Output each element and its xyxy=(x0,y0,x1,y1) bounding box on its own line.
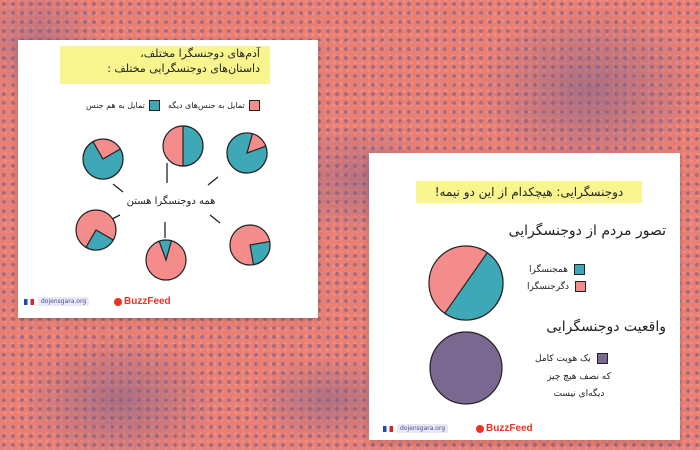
pink-swatch xyxy=(575,281,587,292)
flag-icon xyxy=(24,298,34,305)
pie-chart xyxy=(82,138,124,180)
left-title-highlight: آدم‌های دوجنسگرا مختلف، داستان‌های دوجنس… xyxy=(60,46,270,84)
pie-slice-same xyxy=(249,240,271,266)
right-footer-logos: dojensgara.org xyxy=(383,424,449,433)
buzzfeed-brand: BuzzFeed xyxy=(486,423,533,434)
label-homosexual: همجنسگرا xyxy=(529,264,585,275)
pie-chart xyxy=(75,209,117,251)
arrow-6 xyxy=(209,214,221,224)
legend-other-label: تمایل به جنس‌های دیگه xyxy=(168,101,245,110)
teal-swatch xyxy=(148,100,160,111)
buzzfeed-logo: BuzzFeed xyxy=(476,423,533,434)
pie-slice-same xyxy=(82,140,124,180)
buzzfeed-trend-icon xyxy=(114,297,122,306)
left-footer-logos: dojensgara.org xyxy=(24,297,90,306)
reality-line2: که نصف هیچ چیز xyxy=(547,372,611,382)
right-title: دوجنسگرایی: هیچکدام از این دو نیمه! xyxy=(434,185,624,199)
pie-slice-same xyxy=(182,125,204,167)
right-infographic-card: دوجنسگرایی: هیچکدام از این دو نیمه! تصور… xyxy=(369,153,680,440)
pie-chart xyxy=(162,125,204,167)
buzzfeed-logo: BuzzFeed xyxy=(114,296,171,307)
legend-same-label: تمایل به هم جنس xyxy=(86,101,145,110)
perception-pie-teal xyxy=(443,251,504,321)
pie-slice-same xyxy=(226,132,268,174)
reality-line3: دیگه‌ای نیست xyxy=(553,389,605,399)
perception-heading: تصور مردم از دوجنسگرایی xyxy=(508,223,666,239)
label-heterosexual: دگرجنسگرا xyxy=(527,281,587,292)
reality-legend: یک هویت کامل xyxy=(535,353,608,364)
flag-icon xyxy=(383,425,393,432)
pie-diagram xyxy=(75,125,271,281)
site-url[interactable]: dojensgara.org xyxy=(38,297,90,306)
teal-swatch xyxy=(573,264,585,275)
center-label: همه دوجنسگرا هستن xyxy=(126,196,216,207)
pie-chart xyxy=(145,239,187,281)
pie-slice-same xyxy=(85,229,115,251)
buzzfeed-brand: BuzzFeed xyxy=(124,296,171,307)
reality-heading: واقعیت دوجنسگرایی xyxy=(546,319,666,335)
pink-swatch xyxy=(248,100,260,111)
left-title-line2: داستان‌های دوجنسگرایی مختلف : xyxy=(107,62,260,75)
site-url[interactable]: dojensgara.org xyxy=(397,424,449,433)
label-heterosexual-text: دگرجنسگرا xyxy=(527,281,570,292)
reality-line1: یک هویت کامل xyxy=(535,353,591,364)
pie-slice-same xyxy=(158,239,173,262)
left-title-line1: آدم‌های دوجنسگرا مختلف، xyxy=(140,47,260,60)
purple-swatch xyxy=(596,353,608,364)
pie-chart xyxy=(229,224,271,266)
right-title-highlight: دوجنسگرایی: هیچکدام از این دو نیمه! xyxy=(416,181,642,203)
buzzfeed-trend-icon xyxy=(476,424,484,433)
legend-same-gender: تمایل به هم جنس xyxy=(86,100,160,111)
label-homosexual-text: همجنسگرا xyxy=(529,264,568,275)
left-infographic-card: آدم‌های دوجنسگرا مختلف، داستان‌های دوجنس… xyxy=(18,40,318,318)
legend-other-gender: تمایل به جنس‌های دیگه xyxy=(168,100,260,111)
pie-chart xyxy=(226,132,268,174)
arrow-1 xyxy=(112,183,124,193)
reality-pie-whole xyxy=(429,331,503,405)
arrow-3 xyxy=(207,176,219,186)
right-pies xyxy=(428,245,504,405)
